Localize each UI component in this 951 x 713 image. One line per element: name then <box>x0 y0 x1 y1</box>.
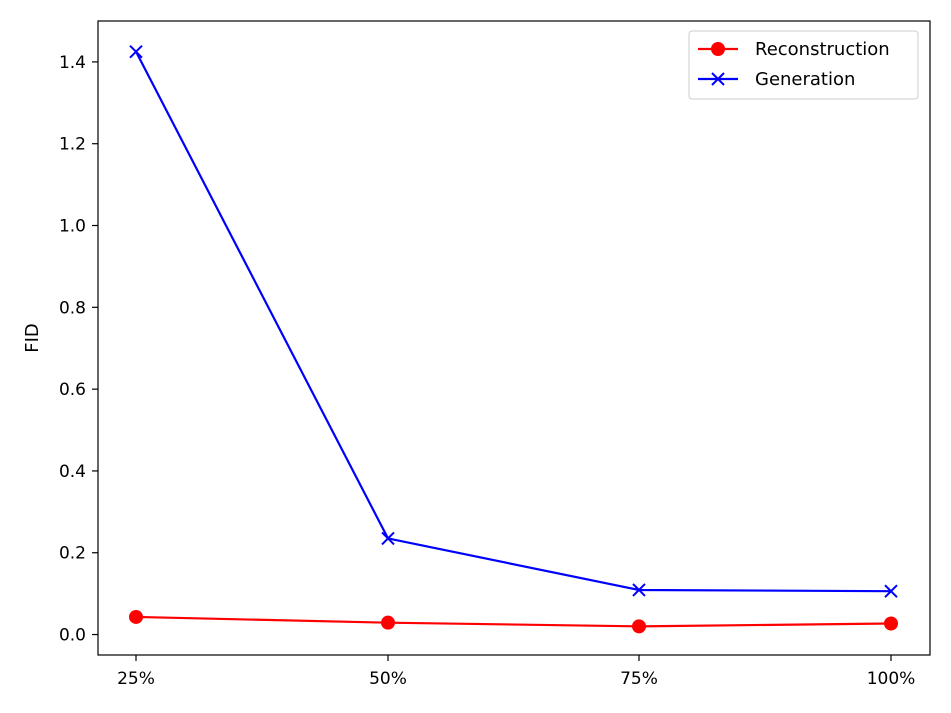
legend-label: Reconstruction <box>755 39 890 60</box>
plot-area <box>97 20 931 656</box>
legend-marker <box>711 72 725 86</box>
x-axis: 25% 50% 75% 100% <box>117 655 915 689</box>
series-reconstruction <box>129 609 898 634</box>
data-point <box>381 531 395 546</box>
series-generation <box>129 44 898 598</box>
y-tick-label: 0.4 <box>59 462 86 482</box>
y-tick-label: 0.2 <box>59 544 86 564</box>
legend-item: Generation <box>698 69 855 90</box>
data-point <box>884 584 898 598</box>
y-tick-label: 1.2 <box>59 135 86 155</box>
legend: Reconstruction Generation <box>688 30 919 100</box>
data-point <box>129 44 143 59</box>
data-point <box>632 583 646 597</box>
y-axis-label: FID <box>22 323 43 353</box>
data-point <box>884 616 898 631</box>
y-axis: 0.0 0.2 0.4 0.6 0.8 1.0 1.2 1.4 <box>59 53 98 646</box>
y-tick-label: 1.4 <box>59 53 86 73</box>
legend-label: Generation <box>755 69 855 90</box>
y-tick-label: 1.0 <box>59 217 86 237</box>
y-tick-label: 0.0 <box>59 626 86 646</box>
x-tick-label: 100% <box>867 669 916 689</box>
x-tick-label: 50% <box>369 669 407 689</box>
y-tick-label: 0.6 <box>59 380 86 400</box>
series-group <box>129 44 898 634</box>
legend-marker <box>711 42 725 56</box>
series-line <box>135 615 892 628</box>
data-point <box>381 615 395 630</box>
legend-box <box>688 30 919 100</box>
data-point <box>632 619 646 634</box>
series-line <box>135 51 892 593</box>
x-tick-label: 25% <box>117 669 155 689</box>
y-tick-label: 0.8 <box>59 298 86 318</box>
legend-item: Reconstruction <box>698 39 890 60</box>
x-tick-label: 75% <box>620 669 658 689</box>
data-point <box>129 609 143 624</box>
